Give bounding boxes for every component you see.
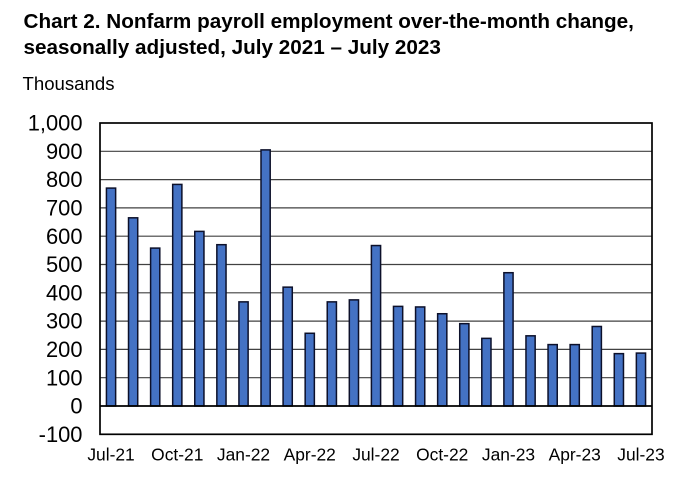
svg-text:1,000: 1,000 bbox=[28, 111, 83, 136]
svg-text:0: 0 bbox=[70, 394, 82, 419]
svg-text:100: 100 bbox=[46, 365, 83, 390]
svg-text:Oct-22: Oct-22 bbox=[416, 445, 468, 465]
svg-text:Jul-22: Jul-22 bbox=[352, 445, 399, 465]
svg-text:700: 700 bbox=[46, 196, 83, 221]
svg-text:Apr-23: Apr-23 bbox=[549, 445, 601, 465]
svg-text:600: 600 bbox=[46, 224, 83, 249]
svg-text:400: 400 bbox=[46, 280, 83, 305]
svg-text:-100: -100 bbox=[39, 422, 83, 447]
svg-text:Jul-23: Jul-23 bbox=[617, 445, 664, 465]
svg-text:Jul-21: Jul-21 bbox=[87, 445, 134, 465]
svg-text:500: 500 bbox=[46, 252, 83, 277]
svg-text:300: 300 bbox=[46, 309, 83, 334]
svg-text:200: 200 bbox=[46, 337, 83, 362]
svg-text:Apr-22: Apr-22 bbox=[284, 445, 336, 465]
svg-text:Oct-21: Oct-21 bbox=[151, 445, 203, 465]
svg-text:900: 900 bbox=[46, 139, 83, 164]
svg-text:Jan-22: Jan-22 bbox=[217, 445, 270, 465]
svg-text:800: 800 bbox=[46, 167, 83, 192]
svg-text:Jan-23: Jan-23 bbox=[482, 445, 535, 465]
